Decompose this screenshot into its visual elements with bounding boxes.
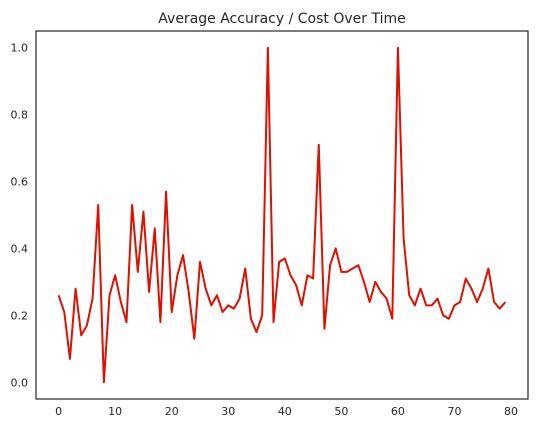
x-tick-label: 0 — [55, 405, 62, 418]
x-tick-label: 40 — [278, 405, 292, 418]
x-tick-label: 70 — [447, 405, 461, 418]
x-axis: 0 10 20 30 40 50 60 70 80 — [55, 405, 518, 418]
series-layer — [57, 46, 507, 384]
chart-title: Average Accuracy / Cost Over Time — [158, 11, 405, 27]
y-tick-label: 0.4 — [11, 242, 29, 255]
x-tick-label: 30 — [221, 405, 235, 418]
x-tick-label: 10 — [108, 405, 122, 418]
x-tick-label: 60 — [391, 405, 405, 418]
y-tick-label: 0.8 — [11, 109, 29, 122]
x-tick-label: 20 — [165, 405, 179, 418]
y-tick-label: 1.0 — [11, 42, 29, 55]
y-tick-label: 0.6 — [11, 176, 29, 189]
y-tick-label: 0.2 — [11, 309, 29, 322]
y-axis: 0.0 0.2 0.4 0.6 0.8 1.0 — [11, 42, 29, 390]
y-tick-label: 0.0 — [11, 376, 29, 389]
plot-frame — [35, 30, 529, 400]
x-tick-label: 50 — [334, 405, 348, 418]
x-tick-label: 80 — [504, 405, 518, 418]
series-line — [57, 46, 507, 384]
